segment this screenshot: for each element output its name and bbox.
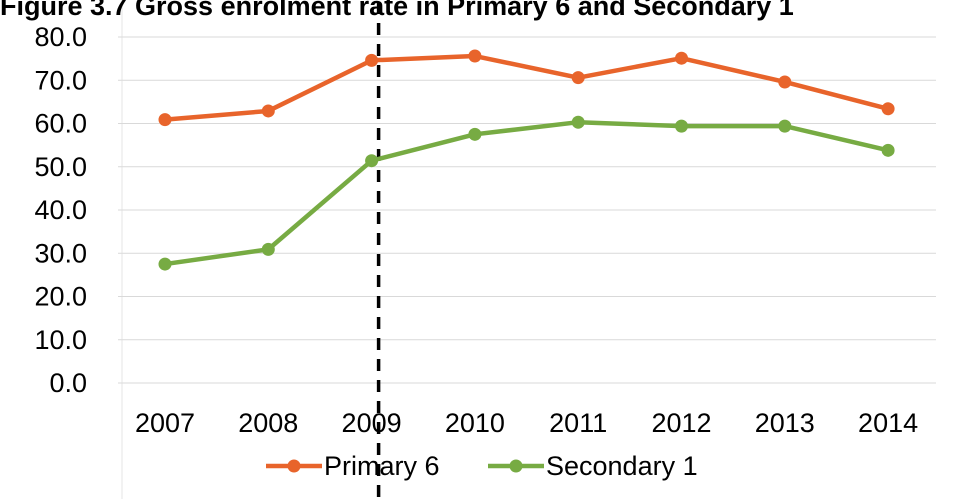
x-tick-label: 2007 <box>135 408 195 438</box>
data-point <box>365 53 379 67</box>
data-point <box>571 71 585 85</box>
legend-item: Primary 6 <box>266 451 440 481</box>
y-axis-ticks: 0.0 10.0 20.0 30.0 40.0 50.0 60.0 70.0 80.0 <box>34 22 87 398</box>
series <box>158 49 895 271</box>
y-tick-label: 20.0 <box>34 282 87 312</box>
data-point <box>881 143 895 157</box>
series-0 <box>158 49 895 127</box>
series-line <box>164 119 889 267</box>
data-point <box>778 75 792 89</box>
data-point <box>261 242 275 256</box>
x-tick-label: 2012 <box>651 408 711 438</box>
series-1 <box>158 115 895 271</box>
legend: Primary 6 Secondary 1 <box>266 451 698 481</box>
x-tick-label: 2014 <box>858 408 918 438</box>
data-point <box>261 104 275 118</box>
legend-marker <box>287 459 301 473</box>
data-point <box>675 119 688 133</box>
data-point <box>675 51 688 65</box>
x-tick-label: 2008 <box>238 408 298 438</box>
y-tick-label: 30.0 <box>34 238 87 268</box>
data-point <box>571 115 585 129</box>
x-tick-label: 2011 <box>549 408 607 438</box>
data-point <box>158 257 172 271</box>
legend-item: Secondary 1 <box>488 451 698 481</box>
x-tick-label: 2009 <box>342 408 402 438</box>
data-point <box>365 154 379 168</box>
data-point <box>778 119 792 133</box>
y-tick-label: 50.0 <box>34 152 87 182</box>
data-point <box>468 49 482 63</box>
y-tick-label: 0.0 <box>49 368 87 398</box>
x-tick-label: 2010 <box>445 408 505 438</box>
data-point <box>158 113 172 127</box>
y-tick-label: 40.0 <box>34 195 87 225</box>
chart-title: Figure 3.7 Gross enrolment rate in Prima… <box>0 0 794 21</box>
data-point <box>881 102 895 116</box>
legend-marker <box>509 459 523 473</box>
x-axis-ticks: 2007 2008 2009 2010 2011 2012 2013 2014 <box>135 408 918 438</box>
y-tick-label: 60.0 <box>34 109 87 139</box>
x-tick-label: 2013 <box>755 408 815 438</box>
y-tick-label: 80.0 <box>34 22 87 52</box>
legend-label: Primary 6 <box>324 451 440 481</box>
y-tick-label: 70.0 <box>34 65 87 95</box>
series-line <box>164 53 889 122</box>
legend-label: Secondary 1 <box>546 451 698 481</box>
data-point <box>468 127 482 141</box>
gridlines <box>118 36 936 384</box>
y-tick-label: 10.0 <box>34 325 87 355</box>
